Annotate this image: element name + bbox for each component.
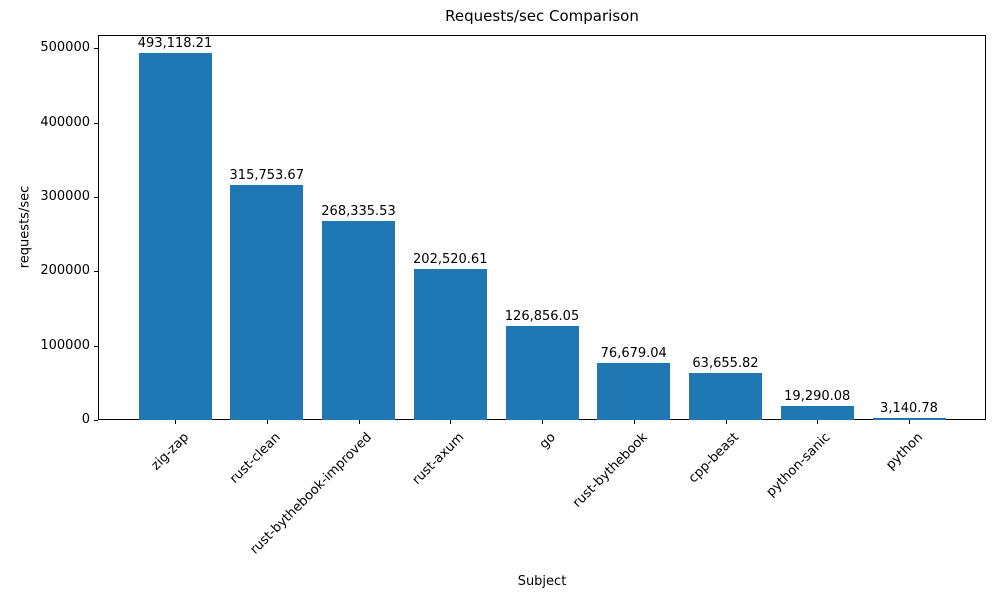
x-tick-mark	[358, 420, 360, 424]
y-tick-mark	[94, 420, 98, 421]
y-tick-label: 200000	[40, 263, 90, 279]
y-tick-label: 400000	[40, 114, 90, 130]
y-tick-label: 500000	[40, 40, 90, 56]
x-tick-label-cpp-beast: cpp-beast	[685, 430, 743, 487]
x-tick-mark	[909, 420, 910, 424]
x-tick-label-zig-zap: zig-zap	[148, 430, 192, 474]
x-tick-mark	[817, 420, 819, 424]
x-tick-mark	[175, 420, 176, 424]
x-tick-label-rust-clean: rust-clean	[226, 430, 284, 487]
x-tick-mark	[725, 420, 727, 424]
x-tick-label-rust-bythebook: rust-bythebook	[569, 430, 651, 511]
x-tick-mark	[450, 420, 452, 424]
y-tick-label: 100000	[40, 337, 90, 353]
chart-title: Requests/sec Comparison	[445, 7, 639, 25]
x-axis-title: Subject	[517, 574, 567, 589]
x-tick-label-python: python	[882, 430, 926, 473]
x-tick-mark	[542, 420, 543, 424]
x-tick-label-rust-axum: rust-axum	[409, 430, 467, 488]
y-tick-label: 300000	[40, 189, 90, 205]
x-tick-label-python-sanic: python-sanic	[763, 430, 834, 500]
y-tick-label: 0	[81, 412, 90, 427]
plot-area	[98, 35, 986, 420]
x-tick-label-rust-bythebook-improved: rust-bythebook-improved	[247, 430, 376, 558]
x-tick-label-go: go	[536, 430, 559, 453]
x-tick-mark	[266, 420, 268, 424]
x-tick-mark	[633, 420, 635, 424]
y-axis-title: requests/sec	[17, 185, 33, 269]
